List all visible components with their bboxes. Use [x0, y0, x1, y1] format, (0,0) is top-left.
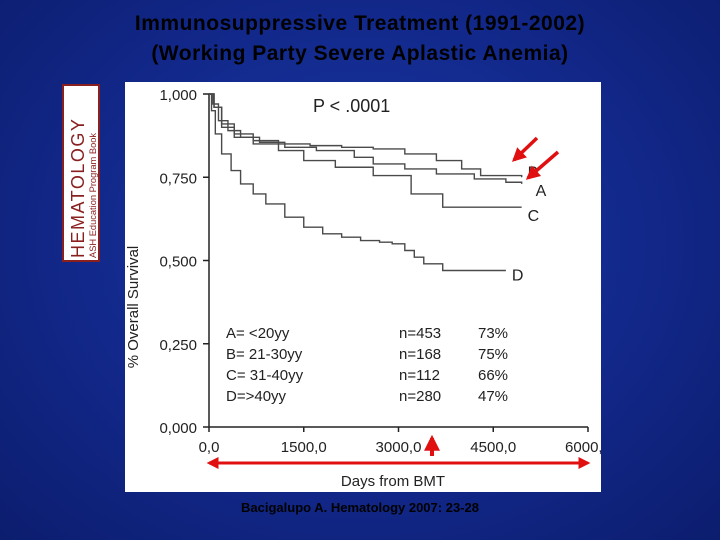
y-tick-label: 1,000 [159, 87, 197, 104]
legend-label: A= <20yy [226, 325, 290, 342]
curve-label-c: C [528, 208, 540, 225]
slide-title-line2: (Working Party Severe Aplastic Anemia) [151, 42, 569, 65]
y-tick-label: 0,750 [159, 170, 197, 187]
y-tick-label: 0,500 [159, 254, 197, 271]
curve-label-d: D [512, 267, 524, 284]
legend-pct: 75% [478, 346, 508, 363]
legend-label: D=>40yy [226, 388, 287, 405]
curve-c [209, 93, 522, 208]
chart-panel: 0,000 0,250 0,500 0,750 1,000 0,0 1500,0 3000,0… [125, 82, 601, 492]
legend-n: n=168 [399, 346, 441, 363]
y-axis-label: % Overall Survival [125, 246, 142, 369]
legend-pct: 73% [478, 325, 508, 342]
logo-subtitle: ASH Education Program Book [88, 133, 98, 258]
citation: Bacigalupo A. Hematology 2007: 23-28 [241, 500, 479, 515]
y-tick-label: 0,000 [159, 420, 197, 437]
curve-b [209, 93, 523, 178]
x-tick-label: 6000,0 [565, 439, 601, 456]
y-tick-label: 0,250 [159, 337, 197, 354]
x-tick-label: 0,0 [199, 439, 220, 456]
curve-a [209, 93, 523, 184]
x-tick-label: 3000,0 [376, 439, 422, 456]
legend-n: n=112 [399, 367, 440, 384]
legend-n: n=280 [399, 388, 441, 405]
slide-title-line1: Immunosuppressive Treatment (1991-2002) [134, 12, 586, 35]
x-tick-label: 1500,0 [281, 439, 327, 456]
x-tick-label: 4500,0 [470, 439, 516, 456]
survival-chart: 0,000 0,250 0,500 0,750 1,000 0,0 1500,0 3000,0… [125, 87, 601, 490]
legend-pct: 66% [478, 367, 508, 384]
legend-n: n=453 [399, 325, 441, 342]
p-value-annotation: P < .0001 [313, 96, 390, 116]
logo-title: HEMATOLOGY [68, 118, 88, 258]
arrow-to-curve-b [511, 136, 539, 162]
arrow-to-curve-a [525, 150, 560, 180]
curve-d [209, 93, 506, 272]
x-axis-label: Days from BMT [341, 473, 445, 490]
curve-label-a: A [536, 183, 547, 200]
legend-pct: 47% [478, 388, 508, 405]
legend-label: C= 31-40yy [226, 367, 304, 384]
legend-label: B= 21-30yy [226, 346, 303, 363]
hematology-logo: HEMATOLOGY ASH Education Program Book [62, 84, 100, 262]
